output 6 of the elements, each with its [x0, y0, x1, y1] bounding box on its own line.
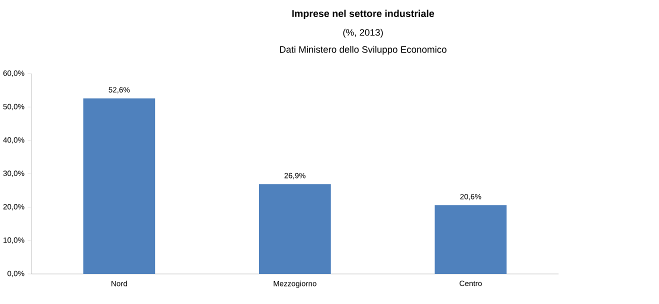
chart-title: Imprese nel settore industriale [292, 10, 434, 20]
text: Dati Ministero dello Sviluppo Economico [280, 46, 446, 55]
bar [434, 205, 507, 274]
bar [259, 184, 331, 274]
chart-subtitle: (%, 2013) [343, 29, 383, 38]
bar [83, 98, 156, 274]
